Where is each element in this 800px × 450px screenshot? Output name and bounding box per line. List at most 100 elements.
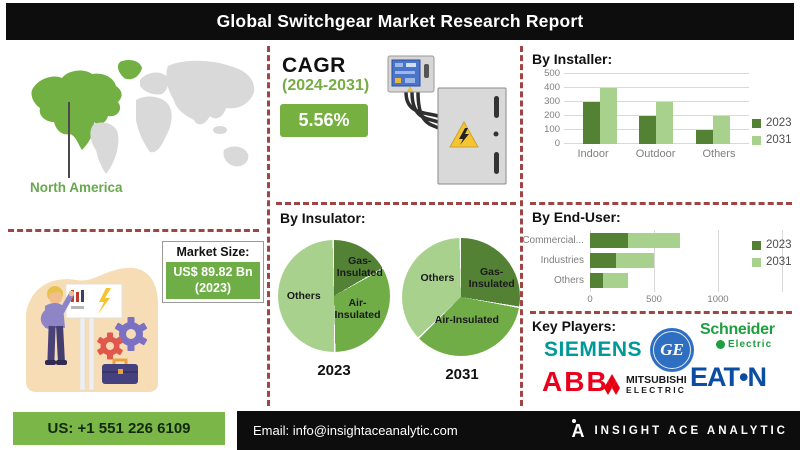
pie-slice-label: Air-Insulated: [334, 297, 381, 322]
knob: [493, 131, 499, 137]
segment-2031-Industries: [615, 253, 654, 268]
schneider-logo: Schneider Electric: [700, 321, 792, 350]
schneider-electric-line: Electric: [716, 339, 792, 350]
cagr-section: CAGR (2024-2031) 5.56%: [276, 46, 516, 202]
bar-2023-Outdoor: [639, 116, 657, 144]
north-america-shape: [31, 70, 122, 150]
enduser-ticks: 0 500 1000: [587, 294, 729, 305]
installer-legend: 2023 2031: [752, 112, 792, 151]
pie-2031: Gas-Insulated Air-Insulated Others: [402, 238, 520, 356]
market-size-label: Market Size:: [176, 245, 250, 259]
vent-slot: [494, 96, 499, 118]
divider-horizontal-center: [276, 202, 516, 205]
bar-2023-Others: [695, 130, 713, 144]
region-section: North America: [8, 46, 260, 230]
phone-badge: US: +1 551 226 6109: [13, 412, 225, 445]
small-warning-icon: [407, 86, 413, 92]
footer-bar: Email: info@insightaceanalytic.com A INS…: [237, 411, 800, 450]
insulator-title: By Insulator:: [280, 210, 366, 226]
installer-chart-section: By Installer: 0 100 200 300 400 500 Indoor Out…: [528, 46, 796, 202]
segment-2031-Others: [602, 273, 629, 288]
insight-ace-logo-icon: A: [571, 418, 585, 441]
market-size-value: US$ 89.82 Bn (2023): [166, 262, 260, 300]
insulator-section: By Insulator: Gas-Insulated Air-Insulate…: [276, 206, 520, 406]
installer-xlabels: Indoor Outdoor Others: [577, 148, 736, 160]
segment-2023-Commercial...: [590, 233, 629, 248]
footer-email: Email: info@insightaceanalytic.com: [253, 423, 458, 438]
divider-horizontal-left: [8, 229, 259, 232]
pie-slice-label: Gas-Insulated: [336, 254, 383, 279]
divider-vertical-right: [520, 46, 523, 406]
enduser-legend: 2023 2031: [752, 234, 792, 273]
lightning-icon: [459, 128, 469, 145]
pie-slice-label: Air-Insulated: [434, 313, 499, 326]
pie-slice-label: Others: [286, 290, 321, 303]
switchgear-illustration: [387, 55, 507, 185]
europe-shape: [140, 72, 169, 95]
cagr-period: (2024-2031): [282, 77, 370, 94]
lightning-icon: [98, 288, 111, 314]
divider-horizontal-right-1: [530, 202, 792, 205]
segment-2031-Commercial...: [628, 233, 680, 248]
cable: [416, 91, 439, 130]
toolbox: [102, 358, 138, 384]
segment-2023-Industries: [590, 253, 616, 268]
pie-caption-2031: 2031: [445, 366, 479, 383]
vent-slot: [494, 152, 499, 174]
brand: A INSIGHT ACE ANALYTIC: [571, 418, 788, 442]
ge-logo: GE: [650, 328, 694, 372]
enduser-chart-title: By End-User:: [532, 209, 621, 225]
enduser-cats: Commercial... Industries Others: [522, 235, 584, 286]
pie-slice-label: Gas-Insulated: [468, 266, 515, 291]
key-players-section: Key Players: SIEMENS GE Schneider Electr…: [528, 314, 796, 408]
bar-2023-Indoor: [583, 102, 601, 144]
abb-logo: ABB: [542, 366, 609, 397]
schneider-wordmark: Schneider: [700, 321, 775, 338]
market-size-box: Market Size: US$ 89.82 Bn (2023): [162, 241, 264, 304]
divider-horizontal-right-2: [530, 311, 792, 314]
pie-slice-label: Others: [420, 272, 455, 285]
cagr-heading: CAGR: [282, 54, 346, 77]
meter-sign: [65, 283, 123, 319]
switchgear-cabinet: [437, 87, 507, 185]
person-illustration: [26, 267, 158, 392]
siemens-logo: SIEMENS: [544, 338, 643, 361]
gear-icon: [97, 332, 123, 360]
installer-chart-title: By Installer:: [532, 51, 613, 67]
page-title: Global Switchgear Market Research Report: [216, 11, 584, 31]
title-bar: Global Switchgear Market Research Report: [6, 3, 794, 40]
region-label: North America: [30, 180, 123, 195]
mitsubishi-logo: MITSUBISHI ELECTRIC: [602, 374, 687, 395]
schneider-glyph-icon: [716, 340, 725, 349]
gear-icon: [114, 317, 148, 351]
mitsubishi-diamonds-icon: [604, 374, 620, 395]
greenland-shape: [117, 60, 142, 80]
ge-ring: [653, 331, 691, 369]
bar-2031-Indoor: [600, 88, 618, 144]
bar-2031-Others: [712, 116, 730, 144]
brand-name: INSIGHT ACE ANALYTIC: [594, 424, 788, 437]
africa-shape: [136, 96, 172, 153]
eaton-logo: EAT•N: [690, 362, 767, 392]
pie-caption-2023: 2023: [317, 362, 351, 379]
enduser-plot: [590, 230, 783, 292]
pie-2023: Gas-Insulated Air-Insulated Others: [278, 240, 390, 352]
australia-shape: [223, 146, 249, 167]
bar-2031-Outdoor: [656, 102, 674, 144]
enduser-chart-section: By End-User: Commercial... Industries Othe…: [522, 206, 796, 310]
mitsubishi-electric-line: ELECTRIC: [626, 384, 687, 395]
market-size-section: Market Size: US$ 89.82 Bn (2023): [8, 232, 264, 408]
key-players-title: Key Players:: [532, 318, 617, 334]
segment-2023-Others: [590, 273, 603, 288]
mitsubishi-wordmark: MITSUBISHI: [626, 374, 687, 386]
person: [40, 286, 75, 365]
cagr-value-badge: 5.56%: [280, 104, 368, 137]
asia-shape: [166, 60, 255, 125]
control-panel: [387, 55, 435, 93]
cable: [410, 91, 439, 124]
installer-plot: 0 100 200 300 400 500: [544, 68, 749, 149]
divider-vertical-left: [267, 46, 270, 406]
island-shape: [213, 126, 227, 134]
region-pointer-line: [68, 102, 70, 178]
